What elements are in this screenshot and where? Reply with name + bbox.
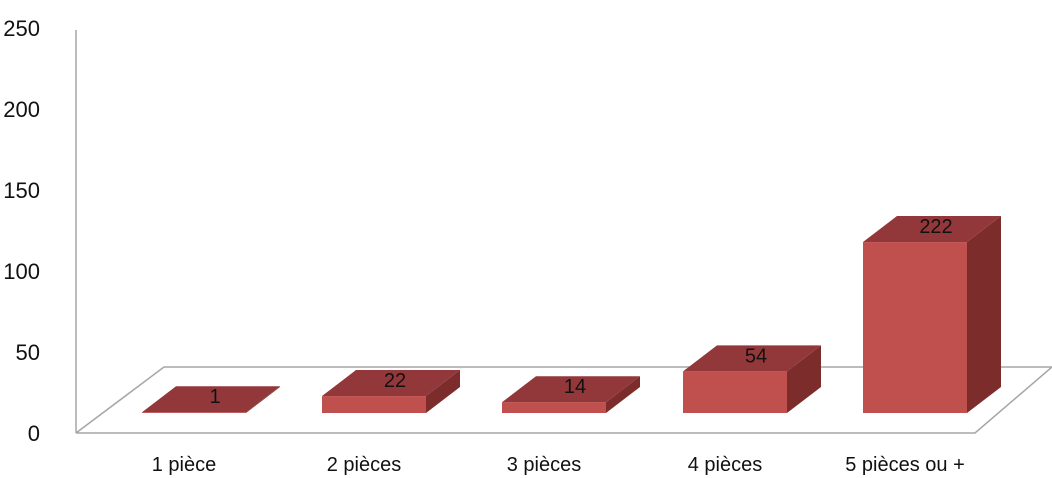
bar-5: 222 — [863, 216, 1001, 413]
x-axis-labels: 1 pièce 2 pièces 3 pièces 4 pièces 5 pièces … — [152, 454, 965, 476]
bar-top-face — [683, 345, 821, 372]
bar-side-face — [967, 216, 1001, 413]
y-tick-label: 0 — [28, 421, 40, 446]
bar-2: 22 — [322, 370, 460, 413]
bar-top-face — [322, 370, 460, 397]
x-category-label: 2 pièces — [327, 454, 402, 476]
bar-front-face — [322, 396, 426, 413]
bar-side-face — [426, 370, 460, 413]
x-category-label: 5 pièces ou + — [845, 454, 965, 476]
bar-front-face — [142, 412, 246, 413]
bar-value-label: 1 — [209, 386, 220, 408]
bar-side-face — [246, 386, 280, 413]
bar-value-label: 22 — [384, 370, 406, 392]
bar-side-face — [606, 376, 640, 413]
x-category-label: 1 pièce — [152, 454, 217, 476]
y-tick-label: 250 — [3, 16, 40, 41]
y-tick-label: 50 — [16, 340, 40, 365]
y-tick-label: 100 — [3, 259, 40, 284]
y-tick-label: 200 — [3, 97, 40, 122]
chart-floor — [75, 366, 1052, 434]
bar-front-face — [863, 242, 967, 413]
bar-3: 14 — [502, 376, 640, 413]
y-axis-ticks: 0 50 100 150 200 250 — [3, 16, 40, 446]
bar-value-label: 222 — [919, 216, 952, 238]
x-category-label: 4 pièces — [688, 454, 763, 476]
bar-1: 1 — [142, 386, 280, 413]
x-category-label: 3 pièces — [507, 454, 582, 476]
bar-value-label: 14 — [564, 376, 586, 398]
bar-front-face — [683, 371, 787, 413]
bar-top-face — [142, 386, 280, 413]
y-tick-label: 150 — [3, 178, 40, 203]
bar-value-label: 54 — [745, 345, 767, 367]
bar-top-face — [863, 216, 1001, 243]
bar-side-face — [787, 345, 821, 413]
bar-4: 54 — [683, 345, 821, 413]
bar-top-face — [502, 376, 640, 403]
bars-group: 1 22 14 54 222 — [142, 216, 1001, 413]
bar-front-face — [502, 402, 606, 413]
